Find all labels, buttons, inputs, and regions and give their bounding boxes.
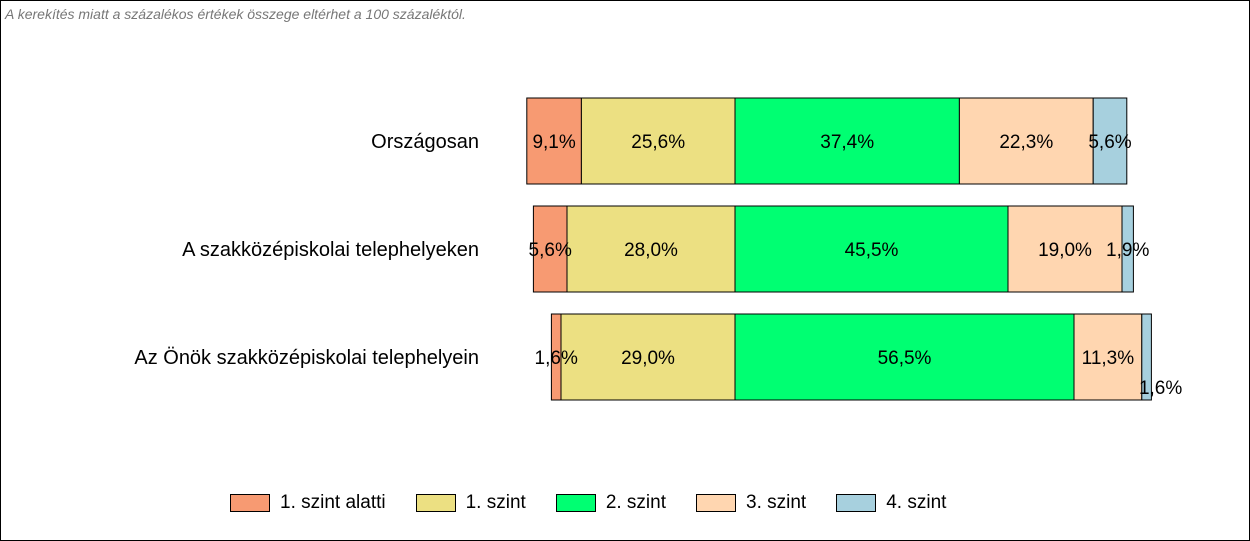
bar-segment bbox=[532, 205, 568, 293]
legend-item: 4. szint bbox=[836, 492, 946, 514]
legend-label: 4. szint bbox=[886, 492, 947, 513]
legend-label: 2. szint bbox=[605, 492, 667, 513]
bar-segment bbox=[1007, 205, 1123, 293]
legend-label: 1. szint alatti bbox=[280, 492, 386, 513]
data-label: 45,5% bbox=[845, 240, 899, 261]
data-label: 25,6% bbox=[631, 132, 685, 153]
data-label: 5,6% bbox=[1088, 132, 1131, 153]
data-label: 19,0% bbox=[1038, 240, 1092, 261]
rounding-note: A kerekítés miatt a százalékos értékek ö… bbox=[5, 6, 466, 22]
legend: 1. szint alatti 1. szint 2. szint 3. szint 4… bbox=[230, 490, 976, 516]
legend-swatch bbox=[696, 494, 737, 512]
data-label: 1,6% bbox=[1139, 378, 1182, 399]
legend-item: 1. szint alatti bbox=[230, 492, 386, 514]
bar-segment bbox=[580, 97, 736, 185]
bar-segment bbox=[734, 205, 1009, 293]
bar-segment bbox=[958, 97, 1094, 185]
legend-item: 3. szint bbox=[696, 492, 806, 514]
data-label: 9,1% bbox=[532, 132, 575, 153]
legend-label: 1. szint bbox=[465, 492, 526, 513]
data-label: 1,6% bbox=[535, 348, 578, 369]
legend-item: 1. szint bbox=[415, 492, 526, 514]
bar-segment bbox=[1141, 313, 1152, 401]
data-label: 11,3% bbox=[1082, 348, 1135, 369]
bar-segment bbox=[560, 313, 736, 401]
data-label: 37,4% bbox=[820, 132, 874, 153]
bar-segment bbox=[566, 205, 736, 293]
bar-segment bbox=[1092, 97, 1128, 185]
data-label: 1,9% bbox=[1106, 240, 1149, 261]
legend-label: 3. szint bbox=[746, 492, 807, 513]
legend-swatch bbox=[230, 494, 270, 512]
legend-item: 2. szint bbox=[555, 492, 667, 514]
category-label: Országosan bbox=[371, 131, 479, 153]
bar-segment bbox=[1121, 205, 1134, 293]
data-label: 56,5% bbox=[878, 348, 932, 369]
data-label: 29,0% bbox=[621, 348, 675, 369]
bar-segment bbox=[734, 313, 1075, 401]
legend-swatch bbox=[555, 494, 596, 512]
legend-swatch bbox=[836, 494, 877, 512]
data-label: 28,0% bbox=[624, 240, 678, 261]
category-label: A szakközépiskolai telephelyeken bbox=[182, 239, 479, 261]
data-label: 5,6% bbox=[529, 240, 572, 261]
category-label: Az Önök szakközépiskolai telephelyein bbox=[134, 347, 479, 369]
data-label: 22,3% bbox=[999, 132, 1053, 153]
legend-swatch bbox=[415, 494, 456, 512]
